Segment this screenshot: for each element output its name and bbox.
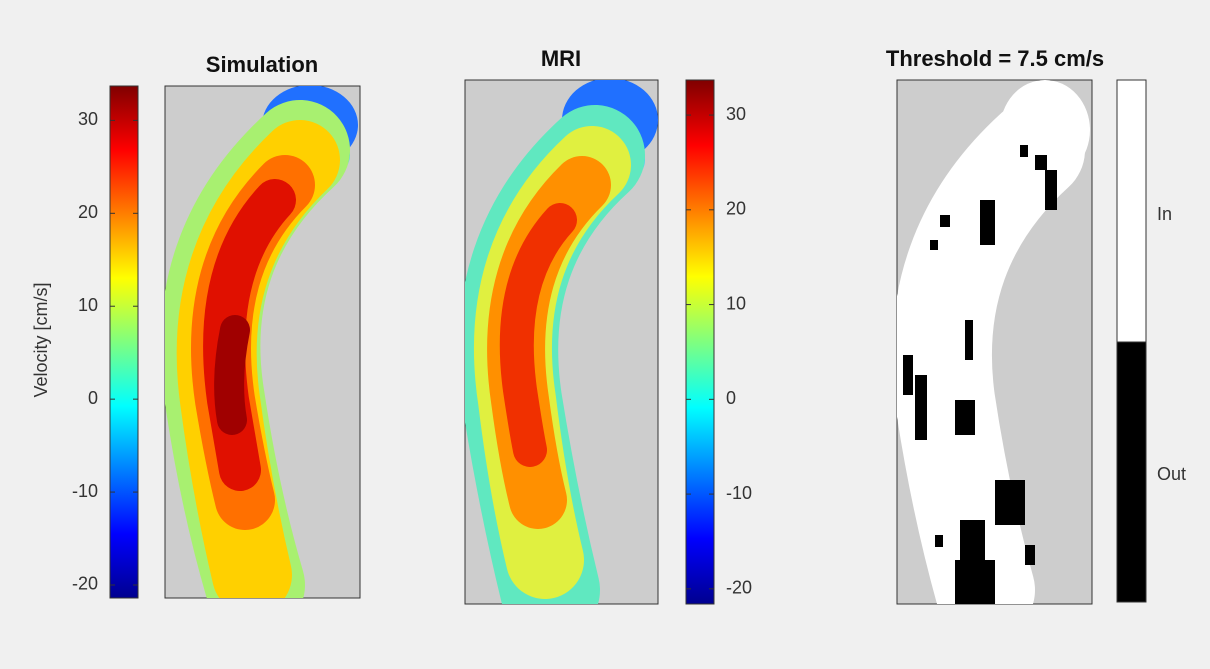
tick-label: -10 <box>726 483 752 503</box>
tick-label: 20 <box>78 202 98 222</box>
velocity-map <box>465 80 658 604</box>
velocity-map <box>165 86 358 598</box>
simulation-panel <box>164 85 361 599</box>
colorbar-label: Velocity [cm/s] <box>31 282 51 397</box>
mri-panel <box>464 79 659 605</box>
tick-label: 10 <box>726 293 746 313</box>
tick-label: 30 <box>726 104 746 124</box>
panel-title: Simulation <box>206 52 318 77</box>
tick-label: -20 <box>72 574 98 594</box>
colorbar <box>109 85 139 599</box>
tick-label: 0 <box>88 388 98 408</box>
tick-label: -20 <box>726 578 752 598</box>
threshold-map <box>897 80 1090 604</box>
tick-label: 20 <box>726 199 746 219</box>
panel-title: MRI <box>541 46 581 71</box>
colorbar-in <box>1116 79 1147 343</box>
tick-label: 30 <box>78 109 98 129</box>
threshold-panel <box>896 79 1093 605</box>
category-label: In <box>1157 204 1172 224</box>
tick-label: -10 <box>72 481 98 501</box>
tick-label: 10 <box>78 295 98 315</box>
colorbar-out <box>1116 341 1147 603</box>
category-label: Out <box>1157 464 1186 484</box>
colorbar <box>685 79 715 605</box>
panel-title: Threshold = 7.5 cm/s <box>886 46 1104 71</box>
tick-label: 0 <box>726 388 736 408</box>
